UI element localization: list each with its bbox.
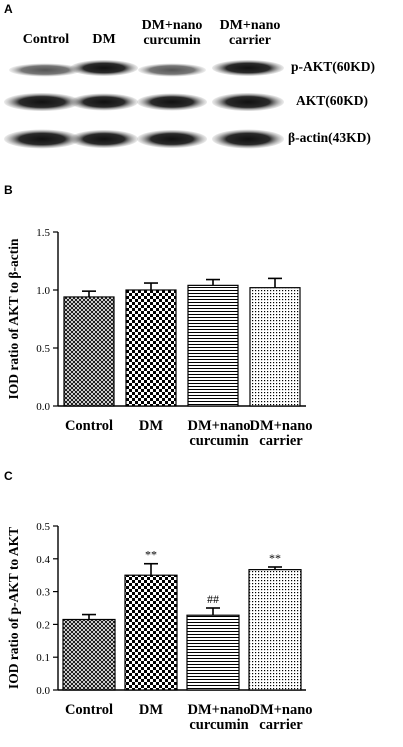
bar-0 xyxy=(63,296,115,407)
y-tick-label: 1.5 xyxy=(36,227,50,239)
y-tick-label: 0.0 xyxy=(36,685,50,697)
category-label-2: DM+nano curcumin xyxy=(187,702,250,733)
band-actin-curcumin xyxy=(137,130,207,148)
category-label-1: DM xyxy=(139,418,163,434)
panel-a-letter: A xyxy=(4,2,13,16)
y-tick-label: 0.2 xyxy=(36,619,50,631)
y-tick-label: 0.0 xyxy=(36,401,50,413)
band-actin-control xyxy=(4,129,80,149)
bar-2 xyxy=(187,284,239,407)
band-p-akt-dm xyxy=(70,60,138,76)
significance-mark-3: ** xyxy=(269,551,281,565)
y-tick-label: 0.5 xyxy=(36,343,50,355)
band-akt-curcumin xyxy=(137,93,207,111)
y-axis-label: IOD ratio of p-AKT to AKT xyxy=(6,527,21,689)
blot-row-p-akt xyxy=(9,60,284,77)
significance-mark-1: ** xyxy=(145,548,157,562)
lane-label-control: Control xyxy=(22,32,70,47)
category-label-1: DM xyxy=(139,702,163,718)
category-label-0: Control xyxy=(65,418,113,434)
category-label-0: Control xyxy=(65,702,113,718)
bar-2 xyxy=(186,614,240,691)
chart-c: IOD ratio of p-AKT to AKT 0.0 0.1 0.2 0.3 0.4… xyxy=(6,521,313,733)
y-tick-label: 1.0 xyxy=(36,285,50,297)
band-actin-dm xyxy=(70,130,138,148)
blot-label-p-akt: p-AKT(60KD) xyxy=(291,59,375,74)
bar-1 xyxy=(124,574,178,691)
band-akt-carrier xyxy=(212,93,284,111)
y-tick-label: 0.1 xyxy=(36,652,50,664)
band-akt-control xyxy=(4,93,80,111)
lane-label-dm: DM xyxy=(92,32,116,47)
y-axis-label: IOD ratio of AKT to β-actin xyxy=(6,238,21,399)
bar-1 xyxy=(125,289,177,407)
category-label-2: DM+nano curcumin xyxy=(187,418,250,449)
bar-0 xyxy=(62,618,116,691)
blot-row-beta-actin xyxy=(4,129,284,149)
blot-label-beta-actin: β-actin(43KD) xyxy=(288,130,371,145)
y-tick-label: 0.3 xyxy=(36,587,50,599)
bar-3 xyxy=(248,569,302,691)
lane-label-dm-nano-curcumin: DM+nano curcumin xyxy=(141,18,203,48)
blot-row-akt xyxy=(4,93,284,111)
band-actin-carrier xyxy=(212,129,284,149)
y-tick-label: 0.5 xyxy=(36,521,50,533)
bar-3 xyxy=(249,287,301,407)
band-akt-dm xyxy=(70,93,138,111)
band-p-akt-curcumin xyxy=(138,63,206,77)
category-label-3: DM+nano carrier xyxy=(249,702,312,733)
significance-mark-2: ## xyxy=(207,592,219,606)
lane-label-dm-nano-carrier: DM+nano carrier xyxy=(219,18,281,48)
blot-label-akt: AKT(60KD) xyxy=(296,93,368,108)
category-label-3: DM+nano carrier xyxy=(249,418,312,449)
band-p-akt-carrier xyxy=(212,60,284,76)
chart-b: IOD ratio of AKT to β-actin 0.0 0.5 1.0 1.5 C… xyxy=(6,227,313,449)
band-p-akt-control xyxy=(9,63,81,77)
western-blot xyxy=(4,60,284,149)
y-tick-label: 0.4 xyxy=(36,554,50,566)
panel-c-letter: C xyxy=(4,469,13,483)
panel-b-letter: B xyxy=(4,183,13,197)
